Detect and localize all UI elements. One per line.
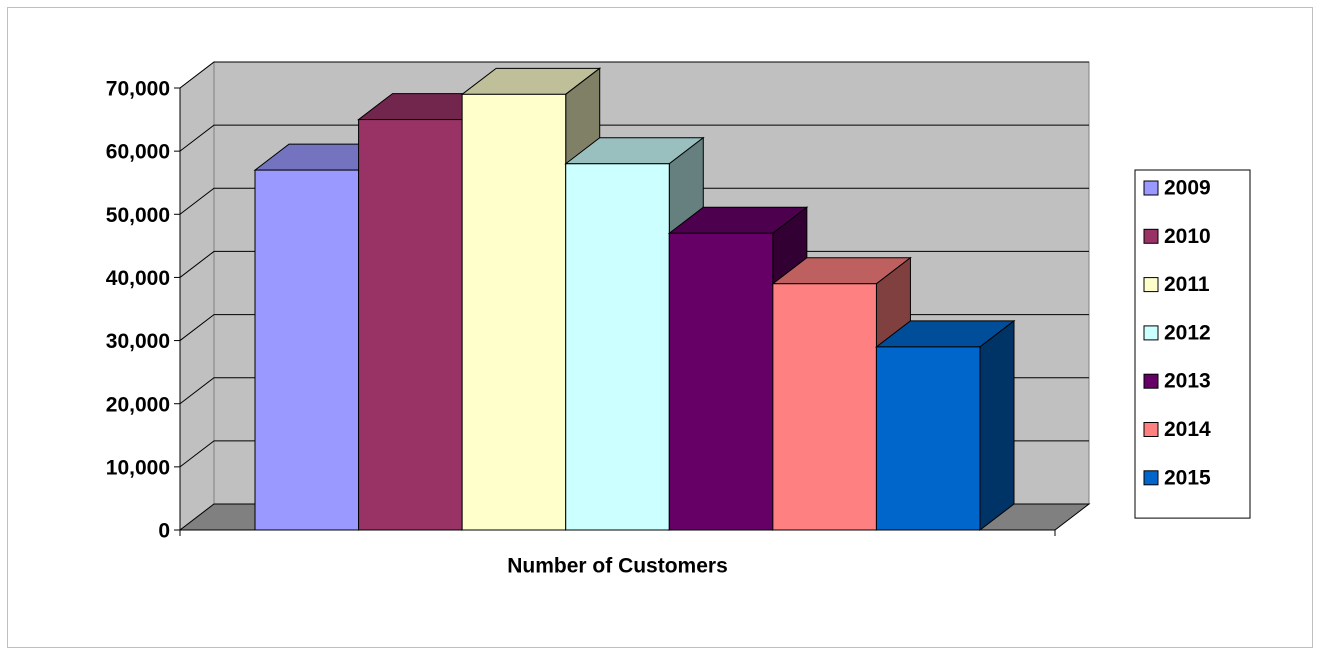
grid-line	[179, 61, 1089, 89]
legend-swatch	[1143, 470, 1159, 486]
legend-label: 2015	[1164, 466, 1211, 489]
legend-label: 2011	[1164, 273, 1210, 296]
bar	[772, 283, 877, 531]
y-tick-label: 70,000	[106, 78, 170, 101]
bar-side	[979, 319, 1015, 532]
bar	[358, 119, 463, 531]
legend-box	[1134, 169, 1251, 519]
legend-swatch	[1143, 228, 1159, 244]
bar	[461, 93, 567, 531]
legend-label: 2012	[1164, 321, 1211, 344]
legend-swatch	[1143, 180, 1159, 196]
side-wall	[179, 60, 215, 532]
legend-swatch	[1143, 325, 1159, 341]
legend-label: 2009	[1164, 177, 1211, 200]
grid-line	[179, 124, 1089, 152]
legend-label: 2013	[1164, 370, 1211, 393]
x-tick-label: Number of Customers	[507, 555, 728, 578]
legend-label: 2014	[1164, 418, 1211, 441]
bar	[668, 232, 774, 531]
grid-line	[179, 187, 1089, 215]
legend-swatch	[1143, 373, 1159, 389]
y-tick-label: 0	[158, 520, 170, 543]
bar	[875, 346, 981, 531]
bar	[254, 169, 360, 531]
bar	[565, 163, 670, 531]
legend-label: 2010	[1164, 225, 1211, 248]
y-tick-label: 20,000	[106, 393, 170, 416]
y-tick-label: 10,000	[106, 456, 170, 479]
y-tick-label: 40,000	[106, 267, 170, 290]
legend-swatch	[1143, 422, 1159, 437]
y-tick-label: 30,000	[106, 330, 170, 353]
legend-swatch	[1143, 277, 1159, 293]
y-tick-label: 60,000	[106, 141, 170, 164]
y-tick-label: 50,000	[106, 204, 170, 227]
